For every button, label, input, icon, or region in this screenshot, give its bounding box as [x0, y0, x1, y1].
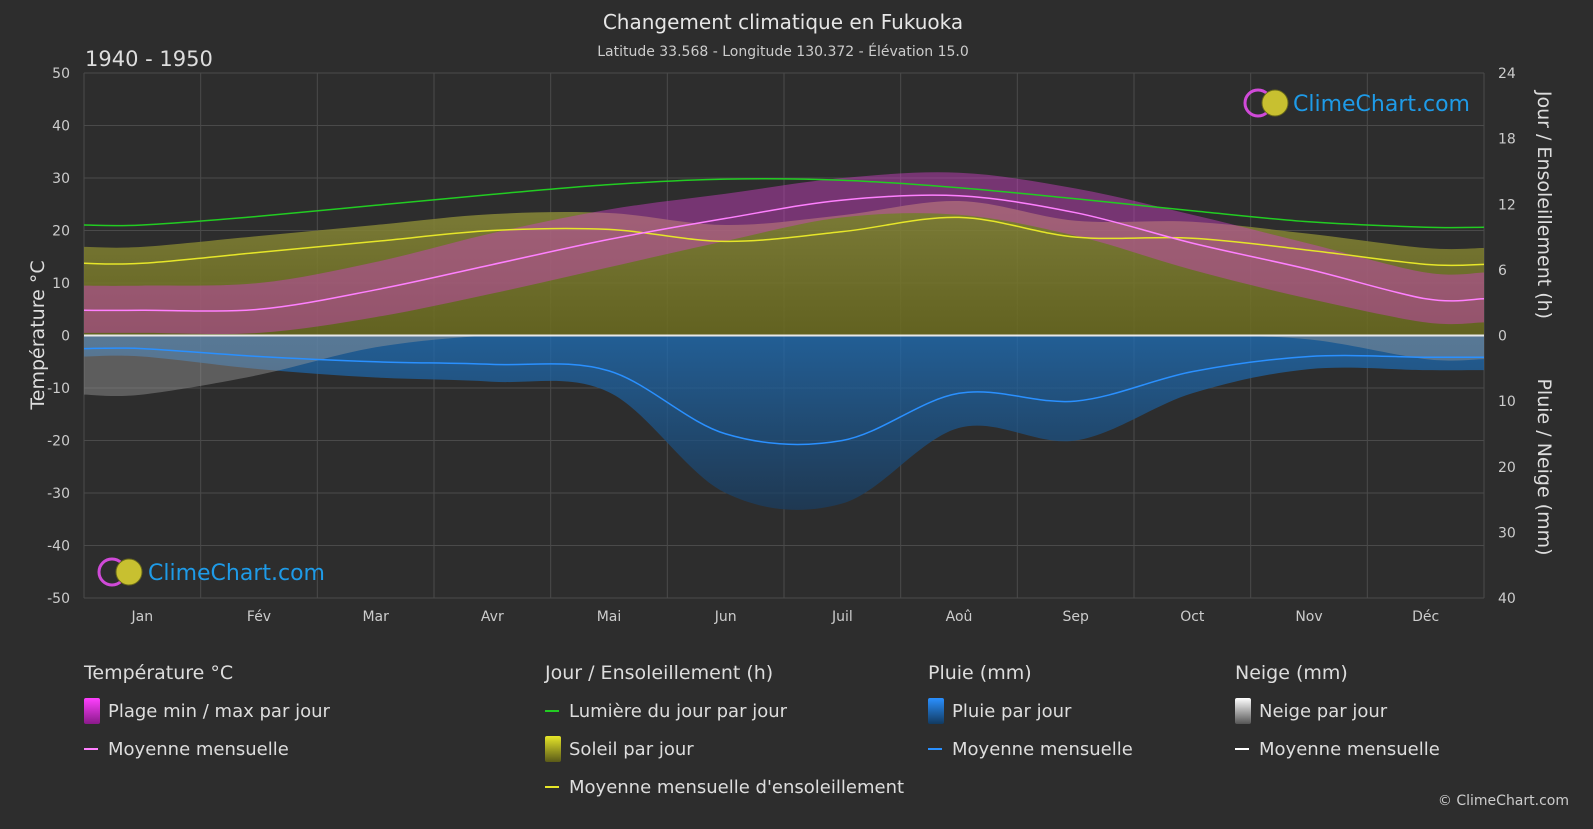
legend-item: Moyenne mensuelle d'ensoleillement	[545, 774, 904, 800]
sunshine-mean-line	[83, 216, 1485, 267]
legend-item: Moyenne mensuelle	[84, 736, 330, 762]
legend-rain-title: Pluie (mm)	[928, 662, 1032, 684]
left-tick-label: -10	[47, 381, 70, 397]
temp-range-swatch	[84, 698, 100, 724]
sunshine-mean-swatch	[545, 786, 559, 788]
snow-area	[84, 334, 1484, 397]
month-label: Avr	[481, 609, 504, 625]
legend-rain: Pluie (mm) Pluie par jour Moyenne mensue…	[928, 662, 1133, 774]
right-axis-label-top: Jour / Ensoleillement (h)	[1533, 90, 1555, 319]
daylight-swatch	[545, 710, 559, 712]
snow-mean-swatch	[1235, 748, 1249, 750]
month-label: Jun	[714, 609, 737, 625]
legend-item: Soleil par jour	[545, 736, 904, 762]
brand-logo-bottom: ClimeChart.com	[97, 557, 325, 587]
temp-mean-swatch	[84, 748, 98, 750]
month-label: Mai	[597, 609, 622, 625]
month-label: Jan	[131, 609, 154, 625]
snow-swatch	[1235, 698, 1251, 724]
left-axis-ticks: 50 40 30 20 10 0 -10 -20 -30 -40 -50	[47, 66, 70, 607]
sunshine-area	[84, 200, 1484, 336]
legend-item-label: Pluie par jour	[952, 700, 1072, 722]
legend-item-label: Lumière du jour par jour	[569, 700, 788, 722]
month-label: Déc	[1412, 609, 1439, 625]
copyright: © ClimeChart.com	[1437, 793, 1569, 809]
month-label: Oct	[1180, 609, 1205, 625]
legend-sun-title: Jour / Ensoleillement (h)	[545, 662, 774, 684]
brand-name-bottom: ClimeChart.com	[148, 561, 325, 586]
right-tick-label-precip: 30	[1498, 525, 1516, 541]
left-tick-label: -30	[47, 486, 70, 502]
period-label: 1940 - 1950	[85, 47, 213, 71]
left-tick-label: 10	[52, 276, 70, 292]
temperature-range-band	[84, 172, 1484, 335]
rain-swatch	[928, 698, 944, 724]
month-labels: Jan Fév Mar Avr Mai Jun Juil Aoû Sep Oct Nov Déc	[131, 609, 1440, 625]
left-axis-label: Température °C	[27, 260, 49, 410]
legend-item-label: Moyenne mensuelle	[1259, 738, 1440, 760]
rain-mean-line	[83, 347, 1485, 446]
legend-snow: Neige (mm) Neige par jour Moyenne mensue…	[1235, 662, 1440, 774]
left-tick-label: -20	[47, 434, 70, 450]
right-tick-label-hours: 12	[1498, 197, 1516, 213]
legend-temperature: Température °C Plage min / max par jour …	[84, 662, 330, 774]
legend-item-label: Moyenne mensuelle	[108, 738, 289, 760]
month-label: Fév	[247, 609, 271, 625]
legend-item-label: Moyenne mensuelle d'ensoleillement	[569, 776, 905, 798]
right-tick-label-precip: 10	[1498, 394, 1516, 410]
brand-logo-top: ClimeChart.com	[1243, 88, 1470, 118]
right-tick-label-precip: 20	[1498, 460, 1516, 476]
legend-item: Moyenne mensuelle	[1235, 736, 1440, 762]
legend-item: Moyenne mensuelle	[928, 736, 1133, 762]
legend-item-label: Soleil par jour	[569, 738, 694, 760]
right-axis-ticks: 24 18 12 6 0 10 20 30 40	[1498, 66, 1516, 607]
legend-item-label: Plage min / max par jour	[108, 700, 330, 722]
rain-area	[84, 335, 1484, 510]
legend-item: Neige par jour	[1235, 698, 1440, 724]
chart-subtitle: Latitude 33.568 - Longitude 130.372 - Él…	[597, 43, 969, 60]
left-tick-label: 30	[52, 171, 70, 187]
legend-item: Plage min / max par jour	[84, 698, 330, 724]
temperature-mean-line	[83, 194, 1485, 312]
right-tick-label-hours: 6	[1498, 263, 1507, 279]
legend-temperature-title: Température °C	[84, 662, 234, 684]
daylight-line	[83, 177, 1485, 229]
left-tick-label: 0	[61, 329, 70, 345]
month-label: Sep	[1062, 609, 1089, 625]
right-tick-label-hours: 18	[1498, 132, 1516, 148]
left-tick-label: 50	[52, 66, 70, 82]
sunshine-swatch	[545, 736, 561, 762]
left-tick-label: -40	[47, 539, 70, 555]
legend-item: Pluie par jour	[928, 698, 1133, 724]
right-axis-label-bottom: Pluie / Neige (mm)	[1533, 378, 1555, 555]
month-label: Nov	[1295, 609, 1322, 625]
legend-item-label: Neige par jour	[1259, 700, 1388, 722]
chart-title: Changement climatique en Fukuoka	[603, 10, 963, 34]
right-tick-label-precip: 40	[1498, 591, 1516, 607]
legend-sun: Jour / Ensoleillement (h) Lumière du jou…	[545, 662, 904, 812]
logo-sun-icon	[115, 558, 143, 586]
legend-item: Lumière du jour par jour	[545, 698, 904, 724]
left-tick-label: 40	[52, 119, 70, 135]
legend-item-label: Moyenne mensuelle	[952, 738, 1133, 760]
series-lines	[83, 177, 1485, 446]
legend-snow-title: Neige (mm)	[1235, 662, 1348, 684]
logo-sun-icon	[1261, 89, 1289, 117]
left-tick-label: -50	[47, 591, 70, 607]
rain-mean-swatch	[928, 748, 942, 750]
right-tick-label-hours: 24	[1498, 66, 1516, 82]
brand-name-top: ClimeChart.com	[1293, 92, 1470, 117]
month-label: Aoû	[946, 609, 973, 625]
left-tick-label: 20	[52, 224, 70, 240]
month-label: Mar	[362, 609, 389, 625]
right-tick-label-hours: 0	[1498, 329, 1507, 345]
month-label: Juil	[831, 609, 853, 625]
